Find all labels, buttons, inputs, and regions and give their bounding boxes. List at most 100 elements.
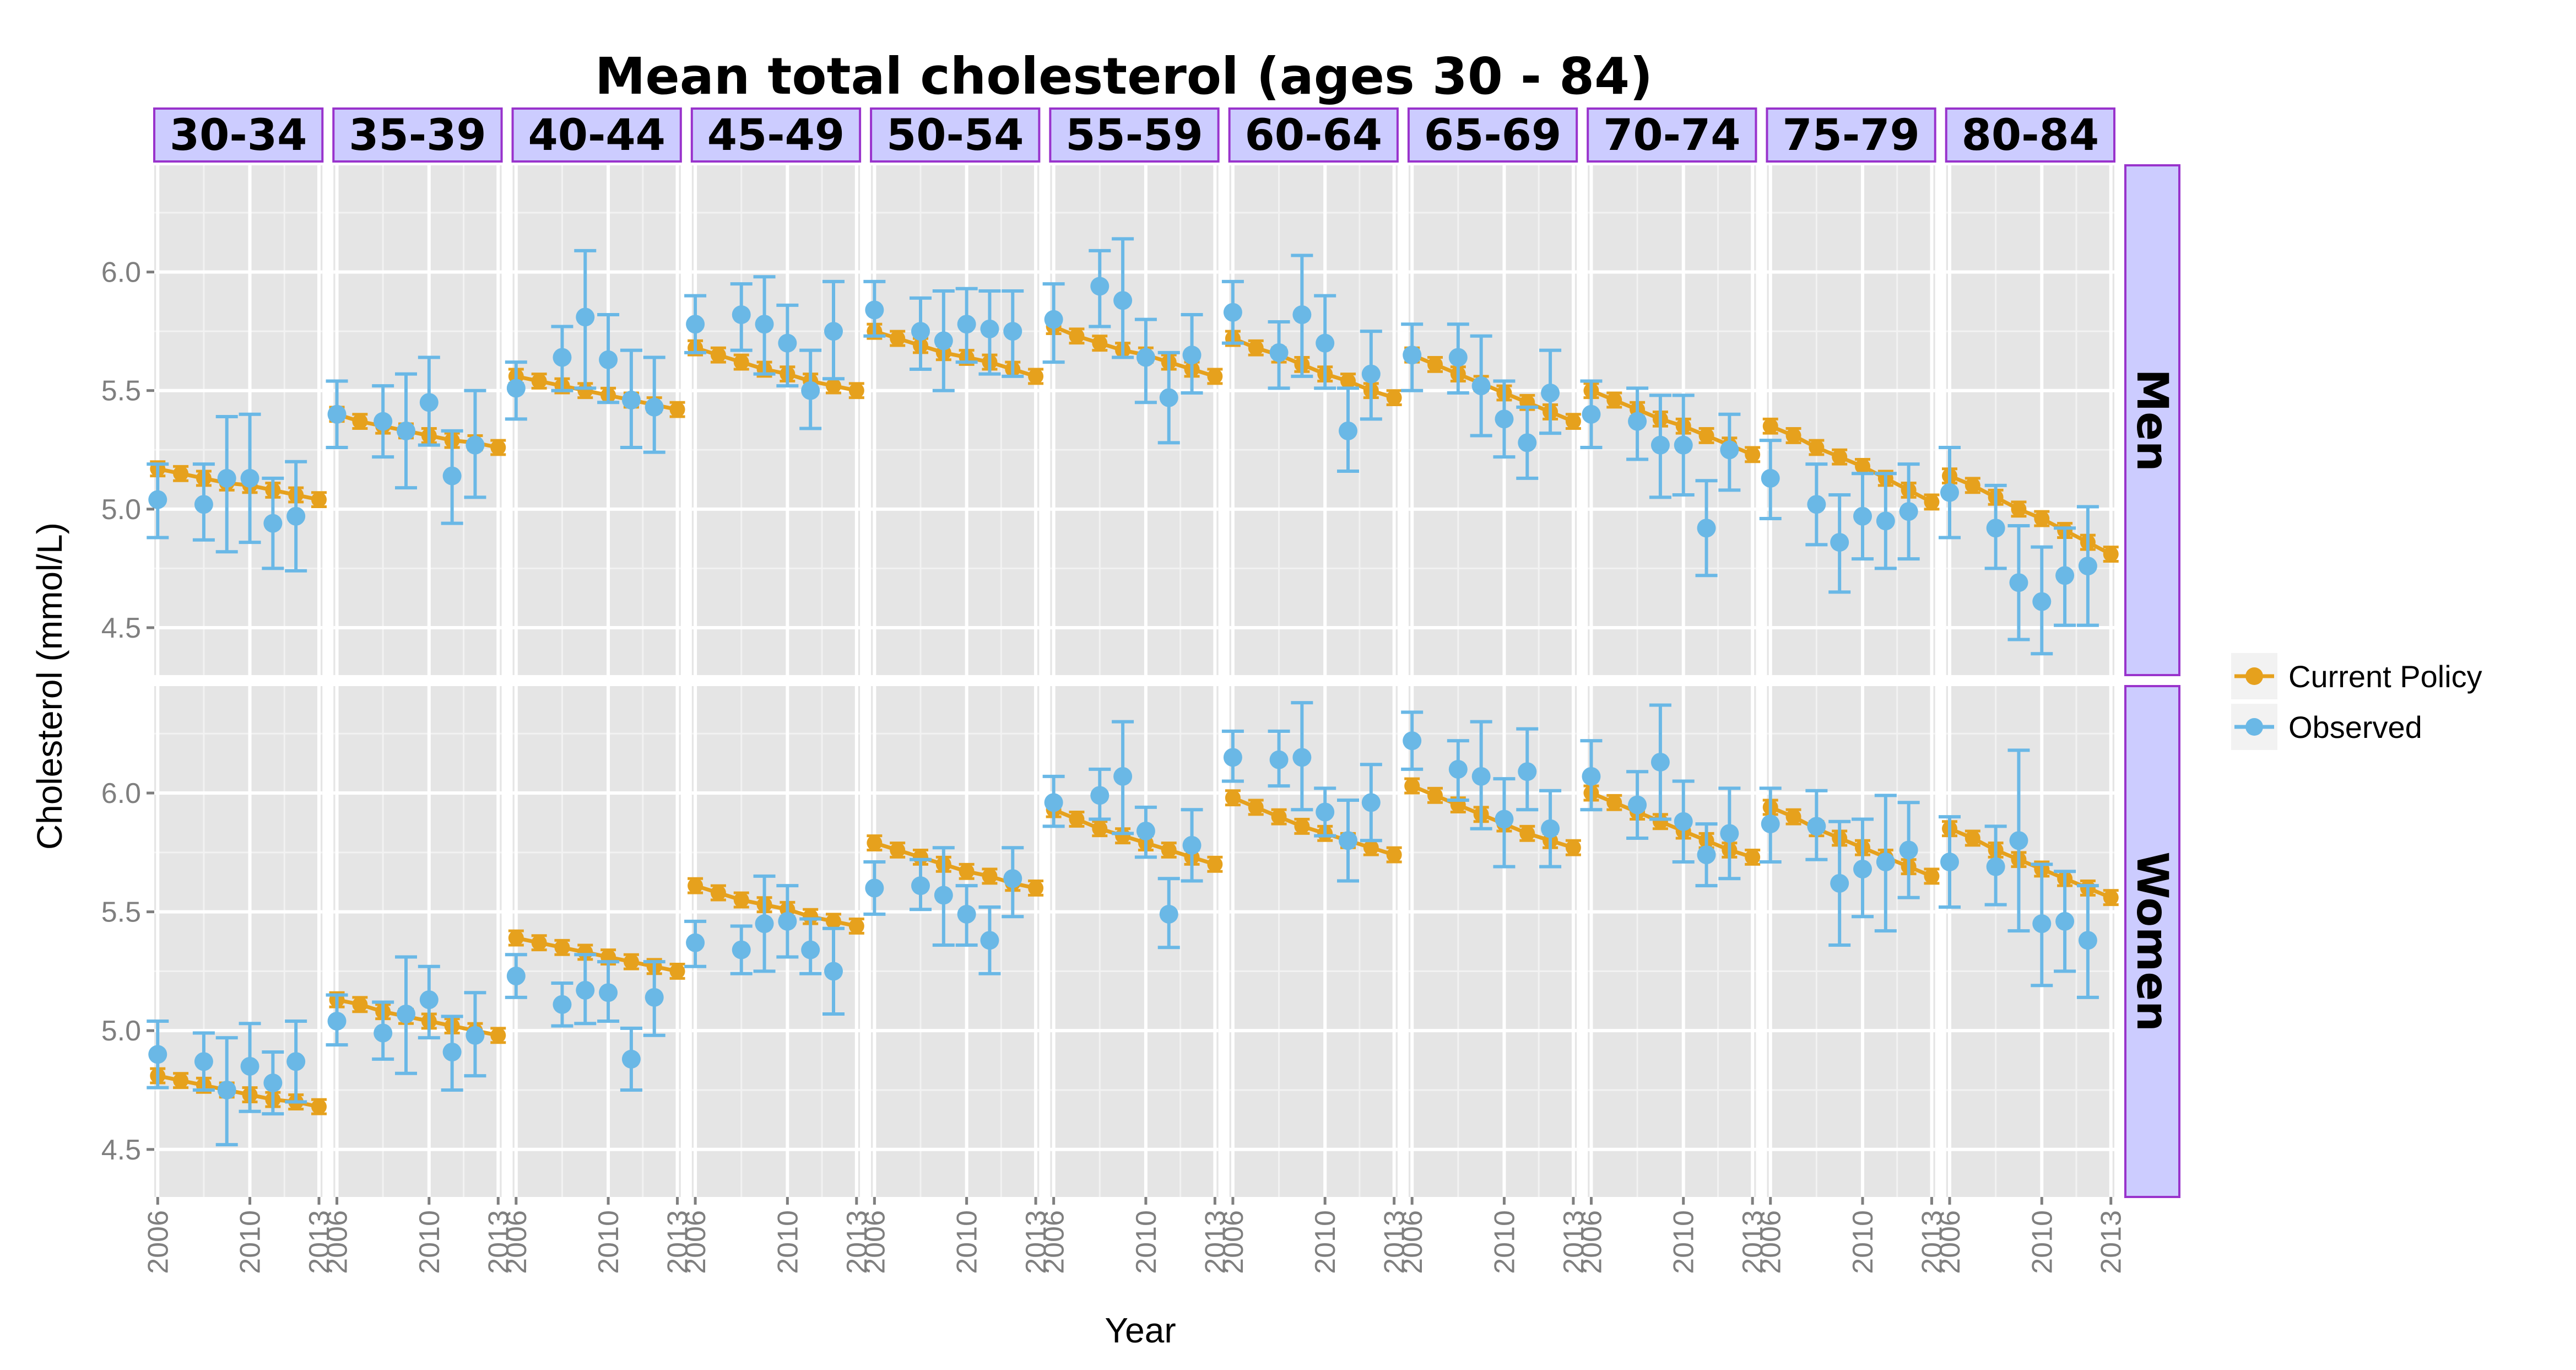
current-policy-point	[890, 842, 906, 858]
legend-label: Observed	[2288, 710, 2422, 745]
observed-point	[1136, 348, 1155, 367]
current-policy-point	[1248, 799, 1264, 815]
current-policy-point	[867, 835, 883, 851]
observed-point	[1316, 333, 1335, 353]
strip-35-39: 35-39	[332, 107, 503, 163]
x-tick-label: 2006	[501, 1210, 533, 1274]
observed-point	[2078, 557, 2097, 576]
current-policy-point	[1207, 368, 1223, 384]
current-policy-point	[1785, 428, 1801, 444]
y-tick-label: 5.0	[101, 494, 141, 526]
strip-label: 50-54	[886, 111, 1024, 160]
x-tick-label: 2006	[1038, 1210, 1070, 1274]
current-policy-point	[1565, 413, 1581, 429]
chart-title: Mean total cholesterol (ages 30 - 84)	[595, 47, 1653, 106]
x-tick-label: 2010	[951, 1210, 983, 1274]
current-policy-point	[826, 378, 841, 394]
observed-point	[1361, 793, 1381, 812]
x-tick-label: 2010	[593, 1210, 625, 1274]
observed-point	[240, 468, 259, 488]
panel-women-30-34	[147, 686, 327, 1197]
current-policy-point	[1924, 494, 1940, 510]
observed-point	[911, 322, 930, 341]
current-policy-point	[1386, 390, 1402, 406]
x-tick-label: 2010	[2026, 1210, 2058, 1274]
panel-women-70-74	[1580, 686, 1761, 1197]
strip-55-59: 55-59	[1049, 107, 1220, 163]
legend-key-point	[2245, 718, 2263, 736]
current-policy-point	[1248, 340, 1264, 356]
series-observed	[1221, 253, 1382, 473]
current-policy-point	[1161, 842, 1177, 858]
x-tick-label: 2006	[859, 1210, 891, 1274]
observed-point	[755, 914, 774, 934]
row-strip-background	[2124, 164, 2180, 676]
current-policy-point	[2103, 889, 2119, 905]
observed-point	[755, 315, 774, 334]
series-observed	[684, 874, 845, 1016]
series-observed	[1221, 701, 1382, 883]
current-policy-point	[1404, 778, 1420, 794]
observed-point	[1361, 364, 1381, 384]
current-policy-point	[1855, 459, 1870, 474]
observed-point	[1720, 440, 1739, 460]
facet-panels	[147, 165, 2119, 1197]
x-tick-label: 2013	[1199, 1210, 1231, 1274]
current-policy-point	[1427, 357, 1443, 373]
series-observed	[505, 249, 665, 454]
observed-point	[397, 1005, 415, 1024]
current-policy-point	[554, 940, 570, 956]
strip-label: 45-49	[707, 111, 845, 160]
row-strip-background	[2124, 685, 2180, 1198]
observed-point	[2078, 931, 2097, 950]
current-policy-point	[1028, 368, 1044, 384]
observed-point	[599, 350, 618, 369]
x-tick-label: 2013	[1558, 1210, 1590, 1274]
observed-point	[2009, 573, 2028, 592]
x-tick-label: 2006	[322, 1210, 354, 1274]
observed-point	[419, 990, 439, 1010]
observed-point	[1159, 388, 1178, 407]
observed-point	[801, 940, 820, 959]
strip-background	[1049, 107, 1220, 163]
current-policy-point	[352, 996, 368, 1012]
observed-point	[778, 911, 797, 931]
observed-point	[1541, 384, 1560, 403]
observed-point	[1876, 511, 1895, 531]
series-observed	[1939, 748, 2099, 999]
observed-point	[1674, 812, 1693, 831]
observed-point	[1090, 786, 1110, 805]
observed-point	[1761, 815, 1780, 834]
series-observed	[1580, 703, 1741, 888]
observed-point	[1940, 853, 1959, 872]
current-policy-point	[669, 402, 685, 418]
current-policy-point	[890, 331, 906, 347]
series-current-policy	[1762, 417, 1940, 511]
current-policy-point	[848, 382, 864, 398]
observed-point	[263, 514, 283, 533]
strip-30-34: 30-34	[153, 107, 324, 163]
current-policy-point	[173, 1072, 189, 1088]
observed-point	[1876, 853, 1895, 872]
strip-background	[1228, 107, 1399, 163]
observed-point	[419, 393, 439, 412]
observed-point	[1269, 750, 1289, 769]
panel-background	[154, 686, 323, 1197]
observed-point	[1339, 421, 1357, 440]
current-policy-point	[2103, 546, 2119, 562]
current-policy-point	[1092, 335, 1108, 351]
observed-point	[2055, 911, 2075, 931]
strip-65-69: 65-69	[1407, 107, 1578, 163]
panel-men-40-44	[505, 165, 685, 675]
observed-point	[801, 381, 820, 400]
observed-point	[645, 397, 664, 417]
strip-45-49: 45-49	[690, 107, 862, 163]
current-policy-point	[1519, 826, 1535, 842]
strip-label: 80-84	[1962, 111, 2099, 160]
series-observed	[326, 955, 486, 1092]
current-policy-point	[1565, 840, 1581, 856]
observed-point	[1182, 835, 1202, 855]
series-observed	[147, 1019, 307, 1147]
observed-point	[1448, 759, 1468, 779]
current-policy-point	[623, 954, 639, 970]
